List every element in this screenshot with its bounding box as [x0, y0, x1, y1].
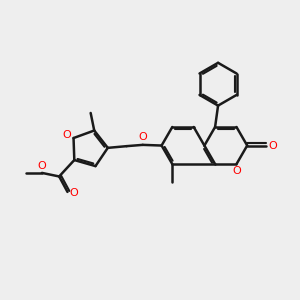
Text: O: O	[63, 130, 71, 140]
Text: O: O	[37, 161, 46, 171]
Text: O: O	[139, 132, 147, 142]
Text: O: O	[268, 140, 277, 151]
Text: O: O	[70, 188, 78, 198]
Text: O: O	[232, 166, 241, 176]
